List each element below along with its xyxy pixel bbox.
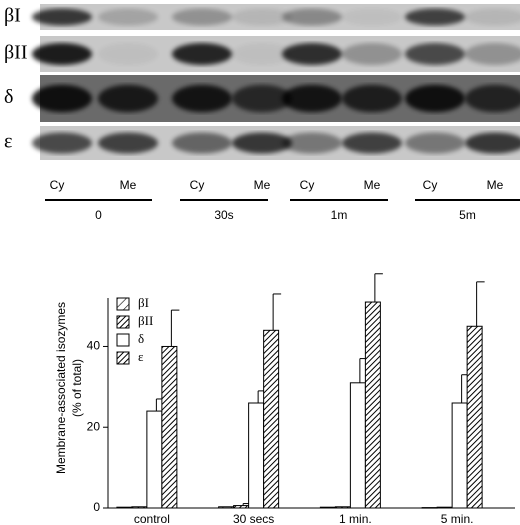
blot-band — [465, 84, 520, 113]
lane-label: Me — [254, 178, 271, 192]
legend-label: βII — [138, 313, 153, 328]
legend-swatch — [116, 315, 130, 329]
blot-band — [282, 8, 342, 26]
blot-band — [465, 132, 520, 154]
row-label: βI — [4, 5, 21, 27]
legend-swatch — [116, 351, 130, 365]
lane-label: Cy — [423, 178, 438, 192]
legend-label: δ — [138, 331, 144, 346]
blot-band — [172, 84, 232, 113]
time-label: 1m — [331, 208, 348, 222]
bar — [466, 325, 483, 509]
blot-band — [98, 43, 158, 65]
y-tick-label: 0 — [93, 500, 100, 514]
y-tick-label: 20 — [87, 419, 101, 433]
blot-band — [405, 8, 465, 26]
blot: βI βII δ ε Cy Me Cy Me Cy Me Cy Me 0 30s 1m 5m — [4, 4, 520, 222]
time-label: 30s — [214, 208, 233, 222]
bar — [263, 329, 280, 509]
blot-band — [282, 84, 342, 113]
blot-band — [32, 84, 92, 113]
row-label: βII — [4, 42, 28, 64]
bar — [233, 505, 250, 509]
x-tick-label: control — [134, 512, 170, 525]
blot-band — [342, 84, 402, 113]
blot-band — [405, 84, 465, 113]
bar — [218, 506, 235, 509]
legend-swatch — [116, 333, 130, 347]
bar — [248, 402, 265, 509]
time-label: 5m — [459, 208, 476, 222]
lane-label: Cy — [190, 178, 205, 192]
blot-band — [232, 132, 292, 154]
blot-band — [342, 132, 402, 154]
bar — [436, 506, 453, 509]
bar — [349, 382, 366, 509]
row-label: δ — [4, 86, 13, 108]
blot-band — [98, 84, 158, 113]
bar — [319, 506, 336, 509]
legend-label: ε — [138, 349, 144, 364]
blot-band — [32, 43, 92, 65]
lane-label: Me — [120, 178, 137, 192]
blot-band — [232, 43, 292, 65]
bar-chart: 0 20 40 Membrane-associated isozymes (% of t… — [54, 273, 515, 525]
y-axis-label: (% of total) — [70, 359, 84, 417]
blot-band — [405, 132, 465, 154]
bar — [161, 345, 178, 509]
lane-label: Me — [487, 178, 504, 192]
blot-band — [232, 8, 292, 26]
blot-band — [465, 8, 520, 26]
bar — [451, 402, 468, 509]
x-tick-label: 1 min. — [339, 512, 372, 525]
y-tick-label: 40 — [87, 339, 101, 353]
blot-band — [98, 132, 158, 154]
blot-band — [172, 43, 232, 65]
blot-band — [98, 8, 158, 26]
bar — [131, 506, 148, 509]
bar — [116, 506, 133, 509]
blot-band — [232, 84, 292, 113]
bar — [146, 410, 163, 509]
blot-band — [405, 43, 465, 65]
legend-swatch — [116, 297, 130, 311]
blot-band — [282, 43, 342, 65]
blot-band — [32, 132, 92, 154]
bar — [334, 506, 351, 509]
lane-label: Me — [364, 178, 381, 192]
time-label: 0 — [95, 208, 102, 222]
x-tick-label: 5 min. — [441, 512, 474, 525]
lane-label: Cy — [50, 178, 65, 192]
blot-band — [32, 8, 92, 26]
lane-label: Cy — [300, 178, 315, 192]
bar — [421, 507, 438, 509]
blot-band — [342, 43, 402, 65]
x-tick-label: 30 secs — [233, 512, 274, 525]
blot-band — [465, 43, 520, 65]
blot-band — [282, 132, 342, 154]
legend-label: βI — [138, 295, 149, 310]
row-label: ε — [4, 131, 12, 153]
blot-band — [342, 8, 402, 26]
bar — [364, 301, 381, 509]
blot-band — [172, 8, 232, 26]
blot-band — [172, 132, 232, 154]
y-axis-label: Membrane-associated isozymes — [54, 302, 68, 474]
